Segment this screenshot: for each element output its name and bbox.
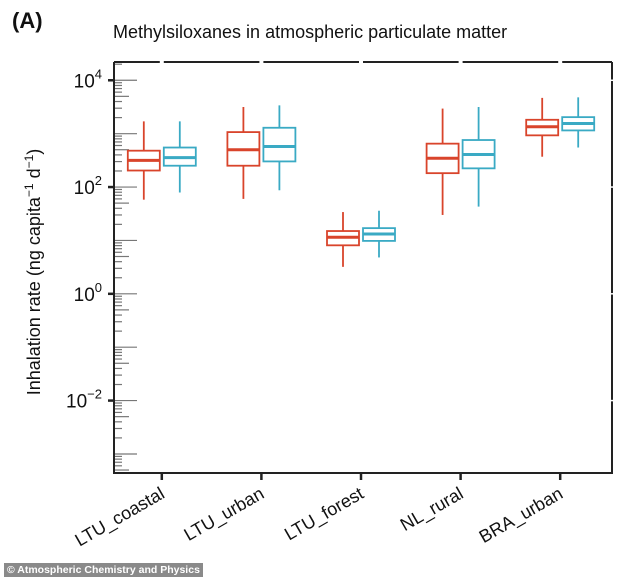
chart-title: Methylsiloxanes in atmospheric particula… xyxy=(113,22,508,42)
y-label-end: ) xyxy=(24,149,44,155)
x-tick-label: BRA_urban xyxy=(476,483,567,548)
y-axis-label: Inhalation rate (ng capita−1 d−1) xyxy=(22,149,44,396)
y-tick-label: 10−2 xyxy=(66,387,102,413)
y-tick-base: 10 xyxy=(74,178,95,199)
x-tick-label: LTU_urban xyxy=(181,483,268,546)
y-tick-base: 10 xyxy=(74,71,95,92)
y-tick-exponent: 2 xyxy=(95,173,102,188)
y-tick-base: 10 xyxy=(74,285,95,306)
y-tick-exponent: 4 xyxy=(95,66,102,81)
y-label-main: Inhalation rate (ng capita xyxy=(24,196,44,395)
y-tick-label: 104 xyxy=(74,66,102,92)
y-label-mid: d xyxy=(24,168,44,183)
y-label-sup2: −1 xyxy=(22,154,36,168)
box-ltu-urban xyxy=(262,126,297,163)
y-tick-base: 10 xyxy=(66,392,87,413)
y-label-sup1: −1 xyxy=(22,183,36,197)
x-tick-label: NL_rural xyxy=(397,483,467,536)
watermark: © Atmospheric Chemistry and Physics xyxy=(4,563,203,577)
x-tick-label: LTU_coastal xyxy=(71,483,168,551)
panel-label: (A) xyxy=(12,8,43,33)
y-tick-label: 102 xyxy=(74,173,102,199)
x-tick-label: LTU_forest xyxy=(281,483,367,545)
y-tick-exponent: 0 xyxy=(95,280,102,295)
y-tick-label: 100 xyxy=(74,280,102,306)
y-tick-exponent: −2 xyxy=(87,387,102,402)
